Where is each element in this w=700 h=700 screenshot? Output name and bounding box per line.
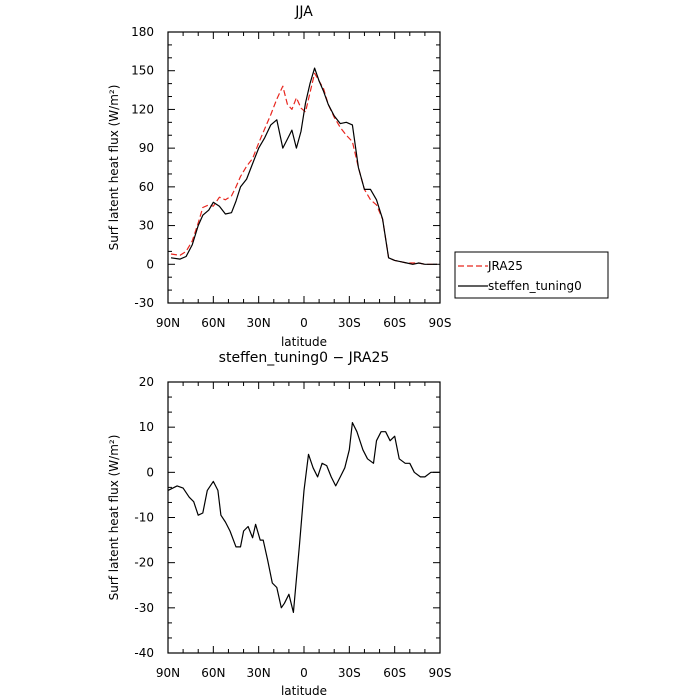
series-line-steffen-tuning0 (170, 67, 437, 265)
x-tick-label: 60S (383, 316, 406, 330)
x-tick-label: 90S (429, 666, 452, 680)
y-axis-label: Surf latent heat flux (W/m²) (107, 85, 121, 251)
chart-panel-1: JJA -30 0 30 60 90 120 150 180 90N 60N 30N 0 30S 60S 90… (107, 4, 609, 349)
y-axis-label: Surf latent heat flux (W/m²) (107, 435, 121, 601)
x-tick-label: 60N (201, 666, 225, 680)
plot-frame (167, 381, 441, 654)
y-tick-label: 0 (146, 257, 154, 271)
chart-panel-2: steffen_tuning0 − JRA25 -40 -30 -20 -10 0 10 20… (107, 350, 451, 698)
legend: JRA25 steffen_tuning0 (454, 251, 609, 299)
y-tick-label: 10 (139, 420, 154, 434)
x-tick-label: 0 (300, 316, 308, 330)
x-tick-label: 30N (247, 666, 271, 680)
y-tick-label: 90 (139, 141, 154, 155)
x-tick-label: 30S (338, 666, 361, 680)
y-tick-label: -30 (134, 601, 154, 615)
y-tick-label: 20 (139, 375, 154, 389)
chart-title: JJA (294, 4, 313, 20)
x-tick-label: 30S (338, 316, 361, 330)
y-tick-label: 0 (146, 465, 154, 479)
y-tick-label: 150 (131, 64, 154, 78)
x-axis-label: latitude (281, 335, 327, 349)
x-tick-label: 90N (156, 666, 180, 680)
legend-label: steffen_tuning0 (488, 279, 582, 293)
x-tick-label: 90S (429, 316, 452, 330)
chart-title: steffen_tuning0 − JRA25 (219, 350, 390, 366)
y-tick-label: -30 (134, 296, 154, 310)
x-tick-label: 90N (156, 316, 180, 330)
legend-label: JRA25 (487, 259, 523, 273)
series-line-difference (167, 422, 440, 614)
y-tick-label: 120 (131, 102, 154, 116)
y-tick-label: 30 (139, 219, 154, 233)
x-tick-label: 60N (201, 316, 225, 330)
y-tick-label: 180 (131, 25, 154, 39)
x-tick-label: 0 (300, 666, 308, 680)
y-tick-label: 60 (139, 180, 154, 194)
y-tick-label: -20 (134, 556, 154, 570)
x-tick-label: 60S (383, 666, 406, 680)
x-tick-label: 30N (247, 316, 271, 330)
y-tick-label: -40 (134, 646, 154, 660)
x-axis-label: latitude (281, 684, 327, 698)
legend-box (454, 251, 609, 299)
plot-frame (167, 31, 441, 304)
series-line-jra25 (170, 72, 437, 265)
y-tick-label: -10 (134, 511, 154, 525)
